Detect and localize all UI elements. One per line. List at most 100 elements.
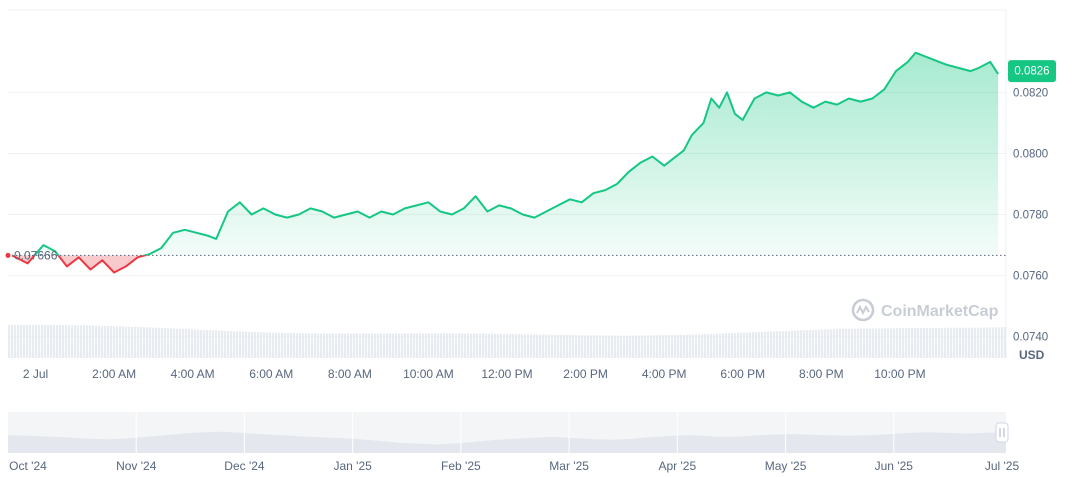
volume-bar <box>518 334 521 358</box>
volume-bar <box>650 335 653 358</box>
watermark-text: CoinMarketCap <box>881 303 999 320</box>
navigator-handle-grip[interactable] <box>995 422 1009 443</box>
current-price-badge-bg <box>1008 60 1056 83</box>
volume-bar <box>683 334 686 358</box>
volume-bar <box>773 331 776 358</box>
volume-bar <box>644 335 647 358</box>
navigator-labels: Oct '24 Nov '24 Dec '24 Jan '25 Feb '25 Mar '… <box>9 459 1019 473</box>
volume-bar <box>335 333 338 358</box>
range-navigator[interactable]: Oct '24 Nov '24 Dec '24 Jan '25 Feb '25 Mar '… <box>8 412 1019 473</box>
volume-bar <box>848 328 851 358</box>
y-tick-label: 0.0760 <box>1013 271 1048 283</box>
volume-bar <box>47 325 50 358</box>
x-tick-label: 10:00 AM <box>403 367 454 381</box>
volume-bar <box>620 335 623 358</box>
volume-bar <box>821 329 824 358</box>
volume-bar <box>545 334 548 358</box>
volume-bar <box>227 330 230 358</box>
volume-bar <box>512 334 515 358</box>
volume-bar <box>677 334 680 358</box>
volume-bar <box>659 335 662 358</box>
volume-bar <box>485 333 488 358</box>
volume-bar <box>953 327 956 358</box>
volume-bar <box>710 333 713 358</box>
volume-bar <box>524 334 527 358</box>
volume-bar <box>506 333 509 358</box>
currency-label: USD <box>1019 348 1045 362</box>
volume-bar <box>257 332 260 358</box>
volume-bar <box>107 326 110 358</box>
volume-bar <box>320 333 323 358</box>
volume-bar <box>389 333 392 358</box>
x-tick-label: 2:00 AM <box>92 367 136 381</box>
volume-bar <box>881 328 884 358</box>
volume-bar <box>986 327 989 358</box>
volume-bar <box>395 333 398 358</box>
volume-bar <box>989 327 992 358</box>
volume-bar <box>494 333 497 358</box>
volume-bar <box>413 333 416 358</box>
volume-bar <box>578 335 581 358</box>
volume-bar <box>332 333 335 358</box>
volume-bar <box>689 334 692 358</box>
volume-bar <box>854 328 857 358</box>
volume-bar <box>407 333 410 358</box>
volume-bar <box>263 332 266 358</box>
volume-bar <box>641 335 644 358</box>
volume-bar <box>653 335 656 358</box>
volume-bar <box>929 327 932 358</box>
volume-bar <box>305 333 308 358</box>
volume-bar <box>206 330 209 358</box>
volume-bar <box>902 328 905 358</box>
volume-bar <box>455 333 458 358</box>
y-tick-label: 0.0780 <box>1013 210 1048 222</box>
volume-bar <box>911 328 914 358</box>
volume-bar <box>236 331 239 358</box>
y-tick-label: 0.0740 <box>1013 332 1048 344</box>
volume-bar <box>818 329 821 358</box>
volume-bar <box>338 333 341 358</box>
volume-bar <box>575 335 578 358</box>
volume-bar <box>608 335 611 358</box>
navigator-label: Jan '25 <box>334 459 373 473</box>
volume-bar <box>665 335 668 358</box>
volume-bar <box>560 334 563 358</box>
volume-bar <box>995 327 998 358</box>
volume-bar <box>242 331 245 358</box>
volume-bar <box>260 332 263 358</box>
volume-bar <box>95 325 98 358</box>
volume-bar <box>449 333 452 358</box>
volume-bar <box>155 327 158 358</box>
volume-bar <box>725 333 728 358</box>
volume-bar <box>872 328 875 358</box>
volume-bar <box>623 335 626 358</box>
volume-bar <box>203 329 206 358</box>
navigator-handle[interactable] <box>995 422 1009 443</box>
volume-bar <box>110 326 113 358</box>
volume-bar <box>245 331 248 358</box>
volume-bar <box>572 335 575 358</box>
volume-bar <box>932 327 935 358</box>
volume-bar <box>833 329 836 358</box>
volume-bar <box>167 328 170 358</box>
volume-bar <box>209 330 212 358</box>
volume-bar <box>515 334 518 358</box>
volume-bar <box>905 328 908 358</box>
volume-bar <box>863 328 866 358</box>
x-tick-label: 8:00 AM <box>328 367 372 381</box>
volume-bar <box>119 326 122 358</box>
volume-bar <box>539 334 542 358</box>
volume-bar <box>401 333 404 358</box>
volume-bar <box>890 328 893 358</box>
volume-bar <box>974 327 977 358</box>
volume-bar <box>326 333 329 358</box>
volume-bar <box>962 327 965 358</box>
volume-bar <box>359 333 362 358</box>
volume-bar <box>917 327 920 358</box>
volume-bar <box>851 328 854 358</box>
volume-bar <box>764 331 767 358</box>
volume-bar <box>554 334 557 358</box>
volume-bar <box>722 333 725 358</box>
volume-bar <box>23 324 26 358</box>
